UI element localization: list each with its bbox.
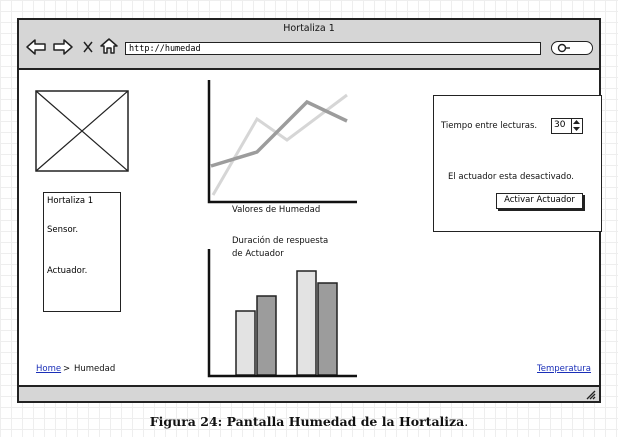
interval-stepper[interactable]: 30 bbox=[551, 118, 583, 134]
caption-period: . bbox=[464, 414, 469, 429]
stepper-buttons[interactable] bbox=[571, 119, 582, 133]
search-icon bbox=[557, 43, 570, 53]
caption-text: Figura 24: Pantalla Humedad de la Hortal… bbox=[149, 414, 465, 429]
temperatura-link[interactable]: Temperatura bbox=[537, 364, 592, 374]
interval-label: Tiempo entre lecturas. bbox=[441, 121, 538, 131]
line-series-dark bbox=[210, 99, 348, 168]
actuator-bar-chart bbox=[207, 249, 357, 378]
actuator-label: Actuador. bbox=[47, 266, 88, 276]
actuator-status-text: El actuador esta desactivado. bbox=[448, 172, 574, 182]
resize-grip-icon[interactable] bbox=[584, 388, 596, 400]
plant-info-panel: Hortaliza 1 Sensor. Actuador. bbox=[43, 192, 121, 312]
sensor-label: Sensor. bbox=[47, 225, 79, 235]
browser-window: Hortaliza 1 http://humedad Hortaliza 1 S… bbox=[17, 18, 602, 403]
bar-4 bbox=[317, 282, 338, 376]
window-title: Hortaliza 1 bbox=[283, 23, 335, 34]
close-icon[interactable] bbox=[82, 40, 94, 54]
url-input[interactable]: http://humedad bbox=[125, 42, 541, 55]
back-arrow-icon[interactable] bbox=[25, 38, 47, 56]
figure-caption: Figura 24: Pantalla Humedad de la Hortal… bbox=[0, 414, 618, 429]
image-placeholder bbox=[35, 90, 129, 172]
search-input[interactable] bbox=[551, 41, 593, 55]
bar-chart-label-line1: Duración de respuesta bbox=[232, 236, 329, 246]
stepper-arrows-icon[interactable] bbox=[572, 119, 581, 132]
breadcrumb-current: Humedad bbox=[74, 364, 116, 374]
breadcrumb-separator: > bbox=[63, 364, 71, 374]
settings-panel: Tiempo entre lecturas. 30 El actuador es… bbox=[433, 95, 602, 232]
panel-title: Hortaliza 1 bbox=[47, 196, 94, 206]
browser-statusbar bbox=[19, 385, 599, 401]
bar-2 bbox=[256, 295, 277, 376]
home-icon[interactable] bbox=[99, 37, 119, 55]
forward-arrow-icon[interactable] bbox=[52, 38, 74, 56]
browser-titlebar: Hortaliza 1 http://humedad bbox=[19, 20, 599, 70]
bar-1 bbox=[235, 310, 256, 376]
humidity-line-chart bbox=[207, 80, 357, 204]
bar-3 bbox=[296, 270, 317, 376]
breadcrumb-home-link[interactable]: Home bbox=[36, 364, 62, 374]
line-chart-label: Valores de Humedad bbox=[232, 205, 321, 215]
interval-value: 30 bbox=[554, 120, 566, 130]
activate-actuator-button[interactable]: Activar Actuador bbox=[496, 193, 583, 209]
bar-chart-label-line2: de Actuador bbox=[232, 249, 284, 259]
